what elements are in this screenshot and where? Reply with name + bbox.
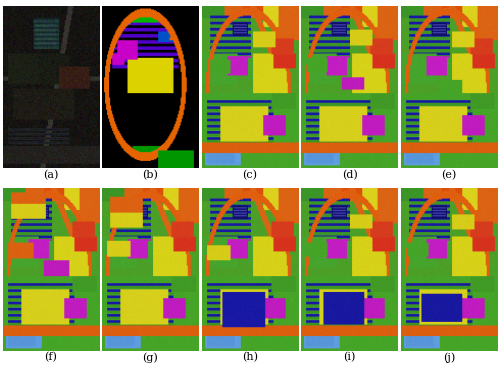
X-axis label: (d): (d) — [342, 170, 357, 180]
X-axis label: (e): (e) — [442, 170, 457, 180]
X-axis label: (i): (i) — [344, 352, 356, 362]
X-axis label: (b): (b) — [142, 170, 158, 180]
X-axis label: (h): (h) — [242, 352, 258, 362]
X-axis label: (g): (g) — [142, 352, 158, 362]
X-axis label: (c): (c) — [242, 170, 258, 180]
X-axis label: (a): (a) — [43, 170, 59, 180]
X-axis label: (f): (f) — [44, 352, 58, 362]
X-axis label: (j): (j) — [443, 352, 456, 362]
